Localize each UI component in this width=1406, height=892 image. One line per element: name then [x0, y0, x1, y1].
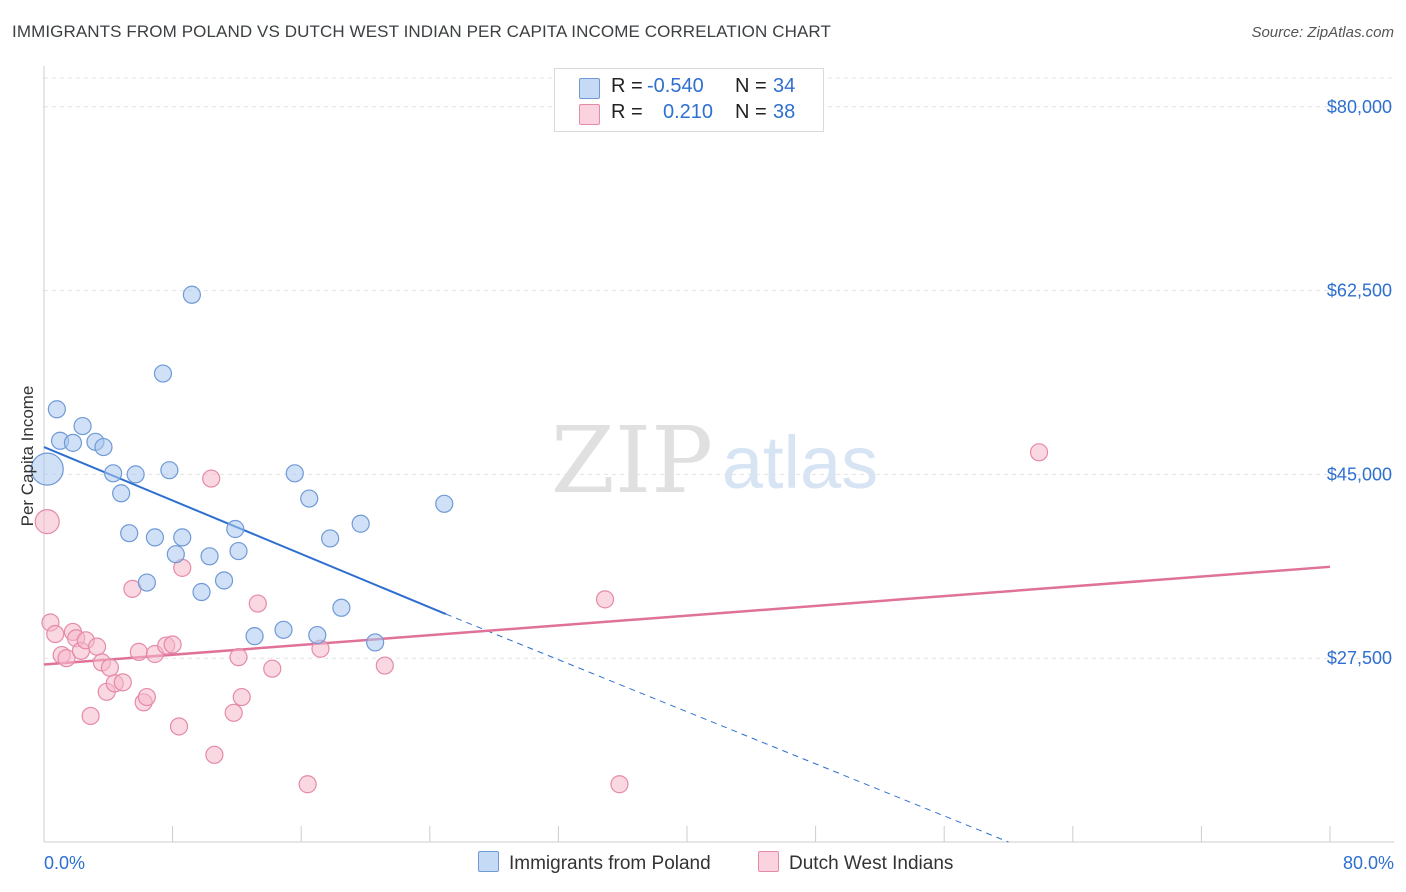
source-credit: Source: ZipAtlas.com	[1251, 24, 1394, 41]
data-point-poland	[300, 489, 319, 508]
data-point-dutch-west-indians	[375, 656, 394, 675]
bottom-legend-label-poland: Immigrants from Poland	[509, 853, 711, 874]
y-tick-label: $45,000	[1327, 464, 1392, 484]
data-point-poland	[200, 547, 219, 566]
data-point-poland	[47, 400, 66, 419]
data-point-dutch-west-indians	[248, 594, 267, 613]
bottom-legend-poland: Immigrants from Poland	[478, 851, 711, 875]
data-point-poland	[192, 582, 211, 602]
data-point-poland	[104, 464, 123, 483]
data-point-dutch-west-indians	[610, 775, 629, 794]
legend-r-value: 0.210	[663, 101, 714, 123]
data-point-poland	[229, 541, 248, 561]
data-point-poland	[308, 625, 327, 645]
data-point-poland	[160, 461, 179, 480]
data-point-dutch-west-indians	[113, 673, 132, 692]
data-points	[30, 285, 1049, 794]
data-point-dutch-west-indians	[298, 775, 317, 794]
data-point-poland	[321, 529, 340, 548]
data-point-dutch-west-indians	[137, 687, 156, 707]
data-point-poland	[145, 528, 165, 547]
x-tick-max: 80.0%	[1342, 853, 1394, 873]
grid-lines	[44, 77, 1394, 659]
legend-swatch-pink	[579, 104, 600, 125]
data-point-dutch-west-indians	[57, 649, 76, 668]
data-point-dutch-west-indians	[232, 687, 251, 707]
legend-n-value: 38	[773, 101, 796, 123]
data-point-dutch-west-indians	[229, 648, 248, 667]
data-point-poland	[166, 545, 185, 564]
data-point-poland	[153, 364, 173, 383]
data-point-poland	[73, 416, 92, 436]
data-point-poland	[137, 573, 156, 592]
legend-swatch-blue	[579, 78, 600, 99]
legend-r-label: R =	[611, 75, 643, 97]
data-point-dutch-west-indians	[87, 637, 107, 656]
legend-r-value: -0.540	[647, 75, 704, 97]
watermark: ZIP atlas	[551, 407, 878, 514]
data-point-poland	[351, 514, 370, 533]
bottom-legend-dutch: Dutch West Indians	[758, 851, 953, 875]
y-tick-label: $27,500	[1327, 648, 1392, 668]
data-point-poland	[30, 452, 64, 486]
y-tick-label: $62,500	[1327, 281, 1392, 301]
trend-line-poland-extension	[445, 613, 1009, 843]
axes	[43, 66, 1394, 843]
watermark-atlas: atlas	[722, 421, 878, 504]
bottom-legend-label-dutch: Dutch West Indians	[789, 853, 954, 874]
data-point-dutch-west-indians	[205, 745, 224, 764]
chart-title: IMMIGRANTS FROM POLAND VS DUTCH WEST IND…	[12, 22, 831, 41]
data-point-dutch-west-indians	[224, 703, 243, 722]
trend-line-dutch-west-indians	[43, 565, 1331, 666]
data-point-dutch-west-indians	[595, 590, 615, 609]
data-point-poland	[366, 633, 385, 652]
watermark-zip: ZIP	[551, 407, 713, 514]
legend-n-label: N =	[735, 75, 767, 97]
data-point-dutch-west-indians	[81, 706, 100, 726]
data-point-dutch-west-indians	[46, 624, 65, 644]
data-point-dutch-west-indians	[163, 635, 182, 654]
data-point-poland	[94, 437, 113, 457]
data-point-poland	[274, 620, 293, 639]
data-point-poland	[126, 465, 145, 484]
bottom-legend-swatch-pink	[758, 851, 779, 872]
data-point-poland	[285, 464, 304, 483]
data-point-dutch-west-indians	[1029, 443, 1049, 462]
data-point-poland	[226, 519, 245, 539]
data-point-poland	[120, 524, 139, 543]
data-point-poland	[63, 433, 83, 452]
y-axis-label: Per Capita Income	[18, 385, 37, 527]
data-point-poland	[214, 571, 234, 590]
legend-r-label: R =	[611, 101, 643, 123]
data-point-poland	[112, 484, 131, 503]
data-point-dutch-west-indians	[100, 658, 120, 677]
data-point-poland	[245, 627, 264, 646]
y-tick-labels: $80,000 $62,500 $45,000 $27,500	[1327, 97, 1392, 668]
y-tick-label: $80,000	[1327, 97, 1392, 117]
data-point-dutch-west-indians	[169, 717, 189, 736]
data-point-dutch-west-indians	[34, 509, 60, 535]
data-point-dutch-west-indians	[129, 642, 148, 661]
data-point-dutch-west-indians	[263, 659, 282, 678]
correlation-legend: R = -0.540 N = 34 R = 0.210 N = 38	[554, 68, 824, 132]
data-point-poland	[173, 528, 192, 547]
data-point-poland	[332, 598, 351, 617]
data-point-poland	[182, 285, 201, 304]
bottom-legend-swatch-blue	[478, 851, 499, 872]
legend-n-label: N =	[735, 101, 767, 123]
legend-n-value: 34	[773, 75, 796, 97]
x-tick-min: 0.0%	[44, 853, 86, 873]
data-point-poland	[435, 494, 454, 513]
data-point-dutch-west-indians	[202, 469, 221, 488]
